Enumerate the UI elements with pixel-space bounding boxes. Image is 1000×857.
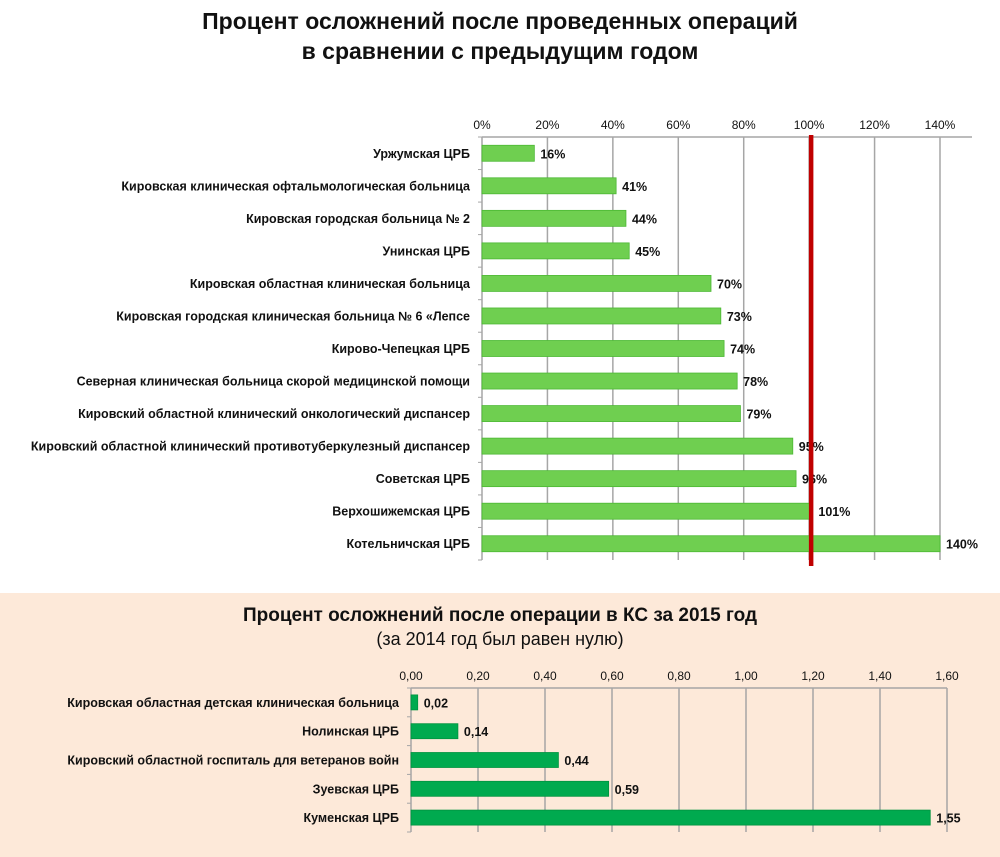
chart-1-data-label: 70%: [717, 277, 742, 291]
chart-1-category-label: Кировская городская больница № 2: [246, 212, 470, 226]
chart-1-bar: [481, 405, 741, 422]
chart-1-bar: [481, 437, 794, 455]
chart-1-data-label: 79%: [746, 408, 771, 422]
chart-1-tick-label: 60%: [666, 118, 690, 132]
chart-1-tick-label: 20%: [535, 118, 559, 132]
chart-1-data-label: 44%: [632, 212, 657, 226]
chart-1-category-label: Кировская клиническая офтальмологическая…: [121, 179, 471, 193]
chart-2-category-label: Нолинская ЦРБ: [302, 725, 399, 739]
chart-1-tick-label: 100%: [794, 118, 825, 132]
chart-1-category-label: Кировский областной клинический противот…: [31, 440, 470, 454]
chart-1-data-label: 140%: [946, 538, 978, 552]
chart-1-data-label: 96%: [802, 473, 827, 487]
chart-1-bar: [481, 275, 712, 292]
chart-1-bar: [481, 209, 627, 227]
chart-2-subtitle: (за 2014 год был равен нулю): [376, 629, 624, 649]
chart-1-category-label: Уржумская ЦРБ: [373, 147, 470, 161]
chart-2-category-label: Зуевская ЦРБ: [313, 782, 399, 796]
chart-2-data-label: 0,59: [615, 783, 639, 797]
chart-1-tick-label: 0%: [473, 118, 491, 132]
chart-1-bar: [481, 307, 722, 325]
chart-1-bar: [481, 242, 630, 260]
chart-1-bar: [481, 144, 535, 162]
chart-2-tick-label: 0,60: [600, 669, 624, 683]
chart-2-data-label: 0,02: [424, 696, 448, 710]
chart-1-category-label: Кирово-Чепецкая ЦРБ: [332, 342, 470, 356]
chart-2-tick-label: 1,60: [935, 669, 959, 683]
chart-1-category-label: Кировский областной клинический онкологи…: [78, 407, 470, 421]
chart-1-category-label: Северная клиническая больница скорой мед…: [77, 375, 470, 389]
chart-2-tick-label: 1,00: [734, 669, 758, 683]
chart-2-tick-label: 0,00: [399, 669, 423, 683]
chart-2-bar: [410, 809, 931, 826]
chart-2-bar: [410, 694, 419, 711]
chart-2-data-label: 0,44: [564, 754, 588, 768]
chart-1-category-label: Кировская областная клиническая больница: [190, 277, 471, 291]
chart-1-category-label: Унинская ЦРБ: [383, 244, 470, 258]
chart-2-tick-label: 1,20: [801, 669, 825, 683]
chart-2-category-label: Кировский областной госпиталь для ветера…: [67, 754, 399, 768]
chart-1-tick-label: 140%: [925, 118, 956, 132]
chart-1-category-label: Кировская городская клиническая больница…: [116, 309, 470, 323]
chart-2-bar: [410, 723, 459, 740]
chart-1-category-label: Советская ЦРБ: [376, 472, 470, 486]
chart-1-tick-label: 80%: [732, 118, 756, 132]
chart-1-category-label: Котельничская ЦРБ: [346, 537, 470, 551]
chart-2-title: Процент осложнений после операции в КС з…: [242, 605, 758, 626]
chart-2-category-label: Куменская ЦРБ: [303, 811, 399, 825]
chart-1-category-label: Верхошижемская ЦРБ: [332, 505, 470, 519]
chart-1-data-label: 74%: [730, 343, 755, 357]
chart-1-bar: [481, 177, 617, 195]
chart-1-data-label: 16%: [540, 147, 565, 161]
chart-1-bar: [481, 340, 725, 357]
chart-2-data-label: 0,14: [464, 725, 488, 739]
chart-1-data-label: 78%: [743, 375, 768, 389]
chart-2-category-label: Кировская областная детская клиническая …: [67, 696, 400, 710]
chart-2-data-label: 1,55: [936, 812, 960, 826]
chart-2-tick-label: 0,20: [466, 669, 490, 683]
chart-1-data-label: 45%: [635, 245, 660, 259]
chart-1-tick-label: 40%: [601, 118, 625, 132]
chart-1-bar: [481, 372, 738, 390]
chart-1-title-line-2: в сравнении с предыдущим годом: [301, 38, 699, 64]
chart-1-bar: [481, 502, 813, 520]
chart-2-bar: [410, 780, 610, 797]
chart-1-data-label: 73%: [727, 310, 752, 324]
chart-2-tick-label: 1,40: [868, 669, 892, 683]
chart-2-tick-label: 0,80: [667, 669, 691, 683]
chart-1-title: Процент осложнений после проведенных опе…: [0, 6, 1000, 66]
chart-1-bar: [481, 470, 797, 488]
chart-1-bar: [481, 535, 941, 553]
chart-1-title-line-1: Процент осложнений после проведенных опе…: [202, 8, 798, 34]
chart-1-data-label: 41%: [622, 180, 647, 194]
chart-2-tick-label: 0,40: [533, 669, 557, 683]
chart-1-tick-label: 120%: [859, 118, 890, 132]
chart-1-data-label: 101%: [818, 505, 850, 519]
chart-2-bar: [410, 752, 559, 768]
